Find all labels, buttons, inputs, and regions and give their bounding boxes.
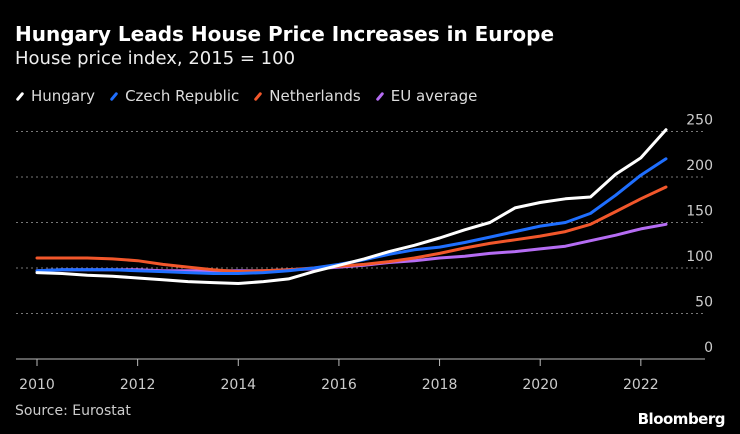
x-tick-label: 2020: [522, 377, 558, 393]
x-tick-label: 2016: [321, 377, 357, 393]
x-tick-label: 2022: [623, 377, 659, 393]
series-line-czech-republic: [35, 157, 668, 275]
legend-item-czech-republic: Czech Republic: [109, 87, 239, 105]
x-tick-label: 2014: [220, 377, 256, 393]
legend-item-eu-average: EU average: [375, 87, 478, 105]
y-tick-label: 200: [686, 158, 713, 174]
y-tick-label: 150: [686, 204, 713, 220]
x-tick-label: 2018: [422, 377, 458, 393]
legend-label: Hungary: [31, 87, 96, 105]
legend-label: Netherlands: [269, 87, 361, 105]
y-tick-label: 50: [695, 295, 713, 311]
series-line-hungary: [35, 128, 668, 285]
y-tick-label: 250: [686, 113, 713, 129]
legend-label: Czech Republic: [125, 87, 240, 105]
x-tick-label: 2012: [120, 377, 156, 393]
legend: Hungary Czech Republic Netherlands EU av…: [15, 87, 477, 105]
chart-title: Hungary Leads House Price Increases in E…: [15, 22, 555, 46]
source-note: Source: Eurostat: [15, 403, 131, 419]
bloomberg-logo: Bloomberg: [637, 410, 726, 428]
legend-label: EU average: [390, 87, 478, 105]
legend-item-netherlands: Netherlands: [253, 87, 361, 105]
legend-item-hungary: Hungary: [15, 87, 95, 105]
y-tick-label: 0: [704, 340, 713, 356]
y-tick-label: 100: [686, 249, 713, 265]
x-tick-label: 2010: [19, 377, 55, 393]
series-line-netherlands: [35, 185, 668, 274]
chart-subtitle: House price index, 2015 = 100: [15, 48, 296, 69]
